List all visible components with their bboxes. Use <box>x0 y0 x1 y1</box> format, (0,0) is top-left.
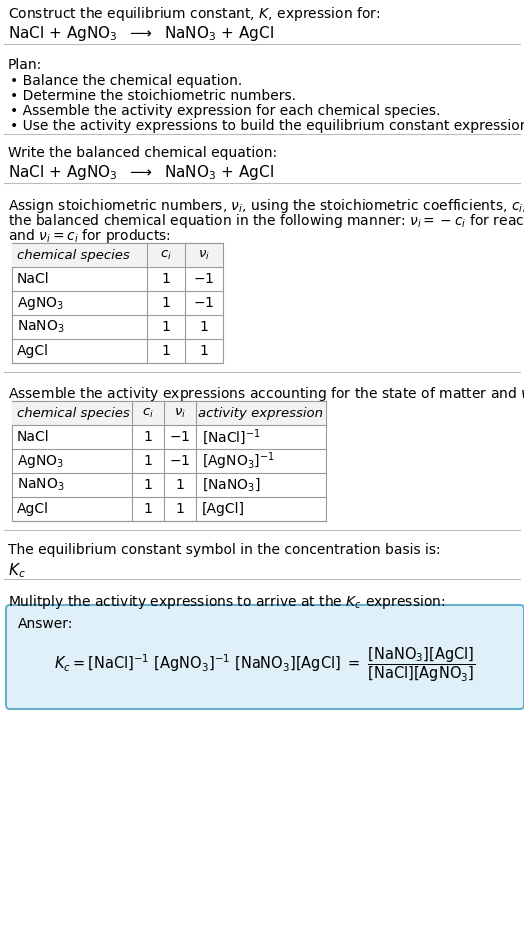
Text: and $\nu_i = c_i$ for products:: and $\nu_i = c_i$ for products: <box>8 227 171 245</box>
Text: AgCl: AgCl <box>17 344 49 358</box>
Text: NaCl: NaCl <box>17 430 50 444</box>
FancyBboxPatch shape <box>6 605 524 709</box>
Text: 1: 1 <box>144 502 152 516</box>
Text: [NaCl]$^{-1}$: [NaCl]$^{-1}$ <box>202 427 261 447</box>
Text: NaCl: NaCl <box>17 272 50 286</box>
Text: $-1$: $-1$ <box>193 296 215 310</box>
Text: $K_c$: $K_c$ <box>8 561 26 580</box>
Text: Assemble the activity expressions accounting for the state of matter and $\nu_i$: Assemble the activity expressions accoun… <box>8 385 524 403</box>
Text: 1: 1 <box>161 320 170 334</box>
Text: AgNO$_3$: AgNO$_3$ <box>17 453 64 470</box>
Text: 1: 1 <box>144 454 152 468</box>
Text: • Use the activity expressions to build the equilibrium constant expression.: • Use the activity expressions to build … <box>10 119 524 133</box>
Text: 1: 1 <box>161 344 170 358</box>
Text: • Balance the chemical equation.: • Balance the chemical equation. <box>10 74 242 88</box>
Text: [NaNO$_3$]: [NaNO$_3$] <box>202 476 260 493</box>
Text: Write the balanced chemical equation:: Write the balanced chemical equation: <box>8 146 277 160</box>
Text: Construct the equilibrium constant, $K$, expression for:: Construct the equilibrium constant, $K$,… <box>8 5 380 23</box>
Text: $\nu_i$: $\nu_i$ <box>174 406 186 419</box>
Bar <box>12 243 223 267</box>
Text: $-1$: $-1$ <box>193 272 215 286</box>
Text: Answer:: Answer: <box>18 617 73 631</box>
Text: AgCl: AgCl <box>17 502 49 516</box>
Text: Plan:: Plan: <box>8 58 42 72</box>
Text: 1: 1 <box>176 502 184 516</box>
Bar <box>12 243 223 363</box>
Text: $c_i$: $c_i$ <box>160 249 172 262</box>
Text: Assign stoichiometric numbers, $\nu_i$, using the stoichiometric coefficients, $: Assign stoichiometric numbers, $\nu_i$, … <box>8 197 524 215</box>
Text: NaCl + AgNO$_3$  $\longrightarrow$  NaNO$_3$ + AgCl: NaCl + AgNO$_3$ $\longrightarrow$ NaNO$_… <box>8 24 274 43</box>
Text: AgNO$_3$: AgNO$_3$ <box>17 294 64 311</box>
Text: The equilibrium constant symbol in the concentration basis is:: The equilibrium constant symbol in the c… <box>8 543 441 557</box>
Text: 1: 1 <box>144 478 152 492</box>
Text: $c_i$: $c_i$ <box>142 406 154 419</box>
Text: the balanced chemical equation in the following manner: $\nu_i = -c_i$ for react: the balanced chemical equation in the fo… <box>8 212 524 230</box>
Text: Mulitply the activity expressions to arrive at the $K_c$ expression:: Mulitply the activity expressions to arr… <box>8 593 445 611</box>
Text: 1: 1 <box>200 344 209 358</box>
Text: 1: 1 <box>161 272 170 286</box>
Text: • Determine the stoichiometric numbers.: • Determine the stoichiometric numbers. <box>10 89 296 103</box>
Text: 1: 1 <box>144 430 152 444</box>
Bar <box>12 401 326 521</box>
Text: • Assemble the activity expression for each chemical species.: • Assemble the activity expression for e… <box>10 104 440 118</box>
Text: NaCl + AgNO$_3$  $\longrightarrow$  NaNO$_3$ + AgCl: NaCl + AgNO$_3$ $\longrightarrow$ NaNO$_… <box>8 163 274 182</box>
Bar <box>12 401 326 425</box>
Text: NaNO$_3$: NaNO$_3$ <box>17 319 64 335</box>
Text: [AgCl]: [AgCl] <box>202 502 245 516</box>
Text: chemical species: chemical species <box>17 249 130 262</box>
Text: $\nu_i$: $\nu_i$ <box>198 249 210 262</box>
Text: $K_c = \mathrm{[NaCl]^{-1}\ [AgNO_3]^{-1}\ [NaNO_3][AgCl]}\ =\ \dfrac{\mathrm{[N: $K_c = \mathrm{[NaCl]^{-1}\ [AgNO_3]^{-1… <box>54 645 476 684</box>
Text: NaNO$_3$: NaNO$_3$ <box>17 476 64 493</box>
Text: activity expression: activity expression <box>199 406 323 419</box>
Text: chemical species: chemical species <box>17 406 130 419</box>
Text: $-1$: $-1$ <box>169 430 191 444</box>
Text: [AgNO$_3$]$^{-1}$: [AgNO$_3$]$^{-1}$ <box>202 450 275 472</box>
Text: 1: 1 <box>161 296 170 310</box>
Text: $-1$: $-1$ <box>169 454 191 468</box>
Text: 1: 1 <box>200 320 209 334</box>
Text: 1: 1 <box>176 478 184 492</box>
